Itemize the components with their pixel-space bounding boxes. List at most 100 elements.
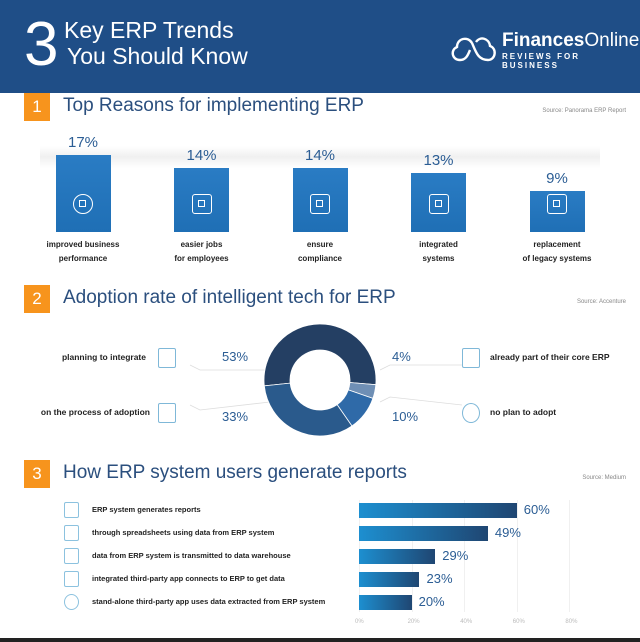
caption-line: ensure bbox=[306, 240, 334, 249]
donut-slice-value: 33% bbox=[222, 409, 249, 424]
section-1-title: Top Reasons for implementing ERP bbox=[63, 95, 364, 116]
title-line-1: Key ERP Trends bbox=[64, 17, 234, 43]
report-method-label: integrated third-party app connects to E… bbox=[92, 574, 285, 583]
connector-line bbox=[379, 364, 462, 371]
bar bbox=[359, 549, 436, 564]
bar-value-label: 14% bbox=[186, 147, 217, 165]
cloud-network-icon bbox=[428, 194, 449, 214]
donut-slice bbox=[263, 323, 377, 387]
bar-value-label: 9% bbox=[546, 170, 568, 188]
section-2-number: 2 bbox=[24, 285, 50, 313]
x-tick-label: 40% bbox=[460, 619, 473, 625]
cloud-logo-icon bbox=[451, 37, 496, 62]
section-3-source: Source: Medium bbox=[582, 475, 626, 481]
app-connect-icon bbox=[64, 571, 79, 587]
donut-slice bbox=[263, 382, 353, 437]
section-3-title: How ERP system users generate reports bbox=[63, 462, 407, 483]
caption-line: performance bbox=[58, 254, 108, 263]
section-2-title: Adoption rate of intelligent tech for ER… bbox=[63, 287, 396, 308]
section-1-source: Source: Panorama ERP Report bbox=[542, 108, 626, 114]
donut-slice-label: already part of their core ERP bbox=[490, 352, 610, 362]
x-tick-label: 20% bbox=[407, 619, 420, 625]
spreadsheet-icon bbox=[64, 525, 79, 541]
bar-category-label: ensure compliance bbox=[265, 238, 375, 266]
bottom-border bbox=[0, 638, 640, 642]
monitor-gear-icon bbox=[462, 348, 480, 368]
section-2-source: Source: Accenture bbox=[576, 299, 626, 305]
bar-value-label: 29% bbox=[442, 548, 469, 563]
prohibited-icon bbox=[462, 403, 480, 423]
bar-category-label: easier jobs for employees bbox=[147, 238, 257, 266]
icon-detail bbox=[197, 200, 205, 207]
caption-line: of legacy systems bbox=[522, 254, 592, 263]
icon-detail bbox=[553, 200, 560, 207]
x-tick-label: 60% bbox=[512, 619, 525, 625]
gridline bbox=[516, 500, 518, 612]
monitor-report-icon bbox=[64, 502, 79, 518]
bar bbox=[55, 154, 111, 232]
bar-value-label: 20% bbox=[418, 594, 445, 609]
bar-background-band bbox=[40, 146, 600, 168]
bar-value-label: 49% bbox=[494, 525, 521, 540]
bar bbox=[529, 191, 585, 232]
bar-value-label: 17% bbox=[67, 133, 99, 151]
caption-line: systems bbox=[422, 254, 455, 263]
page-title: Key ERP Trends You Should Know bbox=[64, 17, 248, 69]
donut-slice-label: planning to integrate bbox=[61, 352, 146, 362]
icon-detail bbox=[79, 200, 86, 207]
adoption-donut-chart bbox=[189, 323, 463, 437]
icon-detail bbox=[434, 200, 442, 207]
caption-line: easier jobs bbox=[180, 240, 223, 249]
gear-network-icon bbox=[158, 403, 176, 423]
bar-value-label: 13% bbox=[423, 151, 454, 169]
title-line-2: You Should Know bbox=[67, 43, 248, 69]
section-1-number: 1 bbox=[24, 93, 50, 121]
donut-slice-value: 10% bbox=[392, 409, 419, 424]
connector-line bbox=[189, 401, 271, 411]
financesonline-logo[interactable]: FinancesOnline REVIEWS FOR BUSINESS bbox=[450, 30, 639, 70]
handshake-icon bbox=[310, 194, 330, 214]
bar-category-label: replacement of legacy systems bbox=[502, 238, 612, 266]
speedometer-icon bbox=[73, 194, 93, 214]
logo-name: FinancesOnline bbox=[502, 30, 640, 51]
report-method-label: data from ERP system is transmitted to d… bbox=[92, 551, 291, 560]
donut-slice-label: no plan to adopt bbox=[490, 407, 557, 417]
bar bbox=[359, 503, 517, 518]
connector-line bbox=[189, 364, 270, 371]
caption-line: replacement bbox=[533, 240, 581, 249]
globe-network-icon bbox=[64, 594, 79, 610]
bar bbox=[359, 595, 412, 610]
connector-line bbox=[379, 396, 463, 406]
caption-line: improved business bbox=[46, 240, 120, 249]
report-method-label: through spreadsheets using data from ERP… bbox=[92, 528, 275, 537]
icon-detail bbox=[316, 200, 323, 207]
bar bbox=[359, 572, 420, 587]
logo-tagline: REVIEWS FOR BUSINESS bbox=[502, 52, 581, 70]
bar-value-label: 60% bbox=[523, 502, 550, 517]
clipboard-checklist-icon bbox=[158, 348, 176, 368]
server-document-icon bbox=[547, 194, 567, 214]
caption-line: compliance bbox=[297, 254, 342, 263]
report-method-label: ERP system generates reports bbox=[92, 505, 201, 514]
header-number: 3 bbox=[24, 10, 59, 79]
bar bbox=[411, 172, 466, 232]
bar-category-label: improved business performance bbox=[28, 238, 138, 266]
bar-category-label: integrated systems bbox=[384, 238, 494, 266]
donut-slice-value: 53% bbox=[222, 349, 249, 364]
gridline bbox=[464, 500, 466, 612]
team-icon bbox=[191, 194, 212, 214]
x-tick-label: 0% bbox=[355, 619, 364, 625]
bar-value-label: 14% bbox=[304, 147, 336, 165]
bar-value-label: 23% bbox=[426, 571, 453, 586]
header-banner: 3 Key ERP Trends You Should Know Finance… bbox=[0, 0, 640, 93]
section-3-number: 3 bbox=[24, 460, 50, 488]
caption-line: integrated bbox=[419, 240, 458, 249]
caption-line: for employees bbox=[174, 254, 229, 263]
donut-slice-label: on the process of adoption bbox=[40, 407, 150, 417]
gridline bbox=[569, 500, 571, 612]
warehouse-icon bbox=[64, 548, 79, 564]
donut-slice-value: 4% bbox=[392, 349, 411, 364]
report-method-label: stand-alone third-party app uses data ex… bbox=[92, 597, 326, 606]
x-tick-label: 80% bbox=[565, 619, 578, 625]
bar bbox=[359, 526, 488, 541]
